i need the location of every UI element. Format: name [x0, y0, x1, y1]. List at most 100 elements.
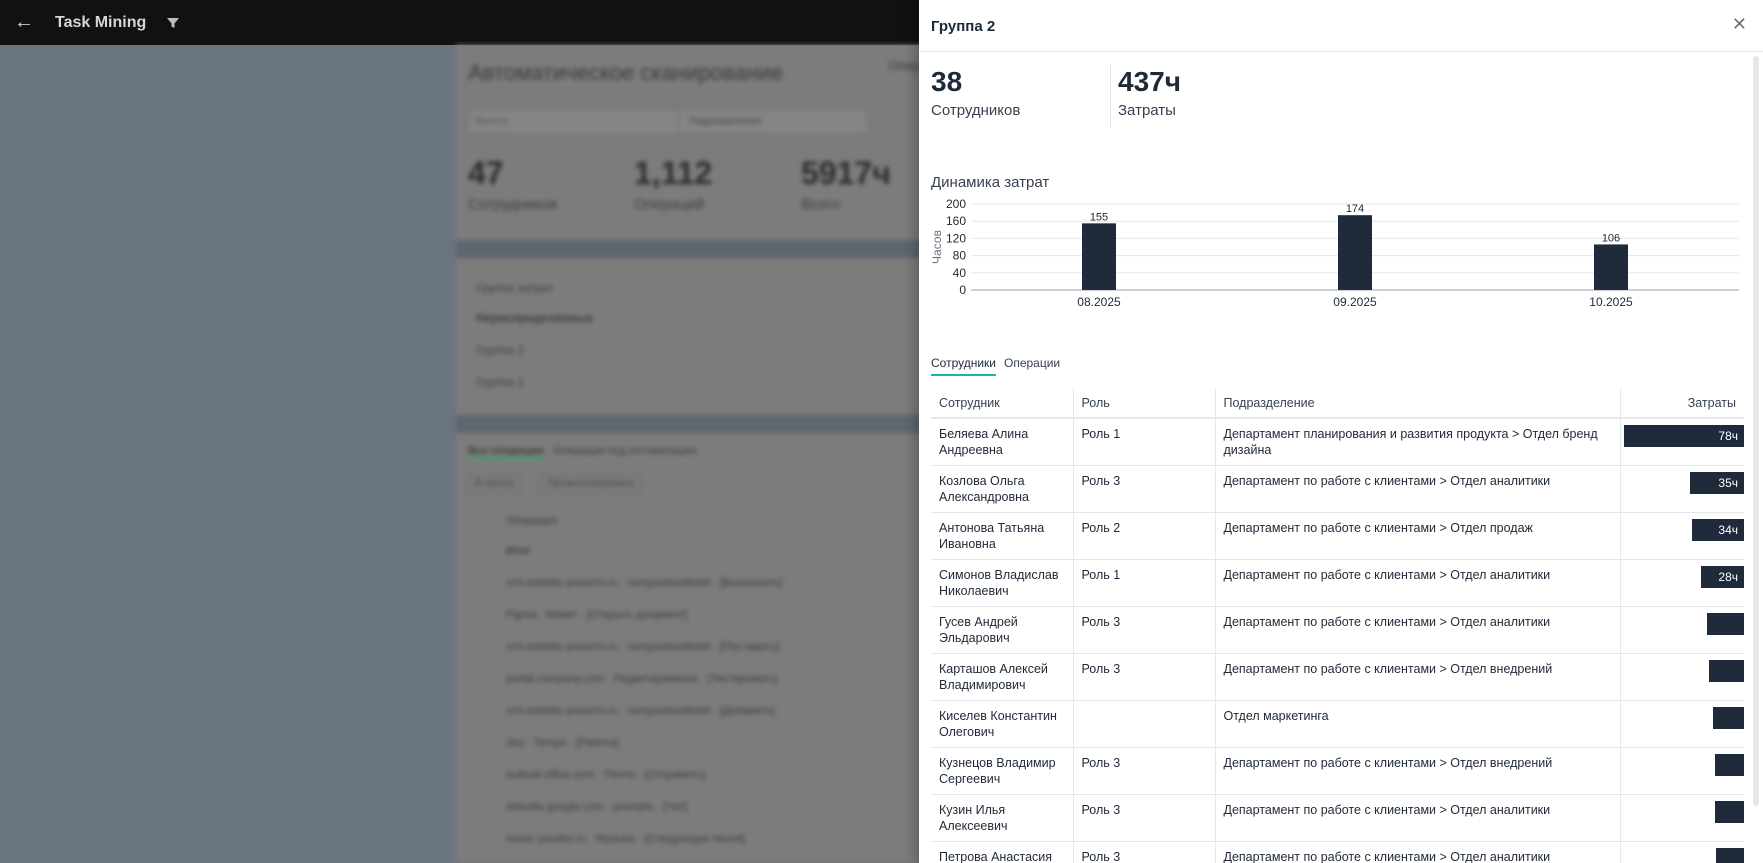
cell-employee: Козлова Ольга Александровна	[931, 465, 1074, 513]
cost-value: 23ч	[1718, 664, 1738, 678]
x-tick-label: 09.2025	[1333, 295, 1377, 309]
background-kpi-label: Сотрудников	[468, 196, 558, 213]
table-row[interactable]: Антонова Татьяна Ивановна Роль 2 Департаме…	[931, 512, 1744, 560]
x-tick-label: 08.2025	[1077, 295, 1121, 309]
cell-department: Департамент по работе с клиентами > Отде…	[1215, 606, 1621, 654]
background-group-row: Нераспределённые	[476, 311, 594, 325]
background-op-row: Figma · Макет · [Открыть документ]	[506, 609, 688, 621]
cost-bar-cell: 28ч	[1621, 566, 1744, 588]
y-tick-label: 80	[953, 249, 967, 263]
background-page: Автоматическое сканирование Опер Фильтр …	[456, 45, 926, 863]
cell-employee: Кузин Илья Алексеевич	[931, 794, 1074, 842]
column-header-employee[interactable]: Сотрудник	[931, 388, 1074, 419]
background-op-row: music.yandex.ru · Музыка · [Следующая пе…	[506, 833, 745, 845]
cost-value: 18ч	[1718, 852, 1738, 863]
cost-bar-cell: 24ч	[1621, 613, 1744, 635]
table-row[interactable]: Гусев Андрей Эльдарович Роль 3 Департамент…	[931, 606, 1744, 654]
column-header-cost[interactable]: Затраты	[1620, 388, 1744, 419]
cost-value: 35ч	[1718, 476, 1738, 490]
cost-value: 28ч	[1718, 570, 1738, 584]
cell-cost: 35ч	[1620, 465, 1744, 513]
background-title: Автоматическое сканирование	[468, 60, 783, 85]
cell-department: Департамент по работе с клиентами > Отде…	[1215, 794, 1621, 842]
panel-scrollbar[interactable]	[1753, 56, 1759, 806]
cost-bar	[1692, 519, 1744, 541]
cost-bar-cell: 18ч	[1621, 848, 1744, 863]
kpi-value: 38	[931, 66, 963, 97]
cell-role: Роль 3	[1073, 841, 1216, 863]
background-op-row: Итог	[506, 545, 531, 557]
table-row[interactable]: Козлова Ольга Александровна Роль 3 Департа…	[931, 465, 1744, 513]
table-row[interactable]: Кузнецов Владимир Сергеевич Роль 3 Департа…	[931, 747, 1744, 795]
cell-role: Роль 3	[1073, 465, 1216, 513]
background-right-label: Опер	[888, 58, 920, 73]
table-row[interactable]: Беляева Алина Андреевна Роль 1 Департамент…	[931, 418, 1744, 466]
cell-role: Роль 3	[1073, 747, 1216, 795]
table-row[interactable]: Кузин Илья Алексеевич Роль 3 Департамент п…	[931, 794, 1744, 842]
data-label: 174	[1346, 203, 1364, 215]
employees-table: Сотрудник Роль Подразделение Затраты Бел…	[931, 388, 1744, 863]
background-divider	[456, 240, 926, 258]
cell-department: Департамент по работе с клиентами > Отде…	[1215, 512, 1621, 560]
table-header-row: Сотрудник Роль Подразделение Затраты	[931, 388, 1744, 419]
tab-employees[interactable]: Сотрудники	[931, 356, 996, 376]
background-op-row: crm.testsite.amocrm.ru · companies/detai…	[506, 705, 775, 717]
app-title: Task Mining	[55, 13, 147, 31]
cell-employee: Петрова Анастасия	[931, 841, 1074, 863]
cost-bar	[1701, 566, 1744, 588]
cell-department: Департамент по работе с клиентами > Отде…	[1215, 559, 1621, 607]
table-row[interactable]: Петрова Анастасия Роль 3 Департамент по ра…	[931, 841, 1744, 863]
background-op-row: portal.company.com · Редактирование · [Т…	[506, 673, 778, 685]
background-ops-header: Операция	[506, 515, 558, 527]
y-tick-label: 160	[946, 214, 966, 228]
cell-cost: 19ч	[1620, 794, 1744, 842]
background-tabs: Все операции Операции под оптимизацию	[468, 445, 698, 459]
table-row[interactable]: Киселев Константин Олегович Отдел маркети…	[931, 700, 1744, 748]
cell-employee: Киселев Константин Олегович	[931, 700, 1074, 748]
cost-bar	[1716, 848, 1744, 863]
cost-bar	[1715, 801, 1744, 823]
cell-department: Департамент по работе с клиентами > Отде…	[1215, 747, 1621, 795]
table-row[interactable]: Карташов Алексей Владимирович Роль 3 Депар…	[931, 653, 1744, 701]
x-tick-label: 10.2025	[1589, 295, 1633, 309]
y-tick-label: 0	[959, 283, 966, 297]
panel-header: Группа 2 ✕	[919, 0, 1763, 52]
background-kpi-label: Всего	[801, 196, 841, 213]
background-department-select: Подразделение	[678, 109, 868, 135]
cell-cost: 28ч	[1620, 559, 1744, 607]
cell-employee: Симонов Владислав Николаевич	[931, 559, 1074, 607]
data-label: 155	[1090, 211, 1108, 223]
cell-employee: Беляева Алина Андреевна	[931, 418, 1074, 466]
group-details-panel: Группа 2 ✕ 38 Сотрудников 437ч Затраты Д…	[919, 0, 1763, 863]
background-op-row: crm.testsite.amocrm.ru · companies/detai…	[506, 577, 783, 589]
overlay-left	[0, 45, 456, 863]
kpi-employees: 38 Сотрудников	[931, 66, 1020, 119]
close-icon[interactable]: ✕	[1731, 14, 1747, 34]
background-kpi: 47 Сотрудников	[468, 155, 557, 213]
cell-employee: Кузнецов Владимир Сергеевич	[931, 747, 1074, 795]
panel-tabs: Сотрудники Операции	[931, 356, 1060, 376]
tab-operations[interactable]: Операции	[1004, 356, 1061, 370]
background-kpi-value: 1,112	[634, 155, 713, 191]
cost-bar-cell: 19ч	[1621, 801, 1744, 823]
cost-bar	[1707, 613, 1744, 635]
y-tick-label: 200	[946, 197, 966, 211]
cell-role	[1073, 700, 1216, 748]
filter-icon[interactable]	[166, 16, 180, 30]
cost-value: 24ч	[1718, 617, 1738, 631]
cell-employee: Карташов Алексей Владимирович	[931, 653, 1074, 701]
column-header-department[interactable]: Подразделение	[1215, 388, 1621, 419]
kpi-cost: 437ч Затраты	[1118, 66, 1181, 119]
background-tab: Все операции	[468, 445, 544, 459]
cell-cost: 23ч	[1620, 653, 1744, 701]
chart-title: Динамика затрат	[931, 174, 1050, 191]
table-row[interactable]: Симонов Владислав Николаевич Роль 1 Департ…	[931, 559, 1744, 607]
background-kpi-value: 5917ч	[801, 155, 891, 191]
arrow-left-icon[interactable]: ←	[14, 11, 34, 33]
cell-department: Департамент планирования и развития прод…	[1215, 418, 1621, 466]
cost-dynamics-chart: 0 40 80 120 160 200 Часов 155 08.2025 174 09.2025 1…	[930, 197, 1739, 309]
cell-cost: 20ч	[1620, 700, 1744, 748]
column-header-role[interactable]: Роль	[1073, 388, 1216, 419]
cell-cost: 78ч	[1620, 418, 1744, 466]
y-axis-label: Часов	[930, 230, 944, 264]
